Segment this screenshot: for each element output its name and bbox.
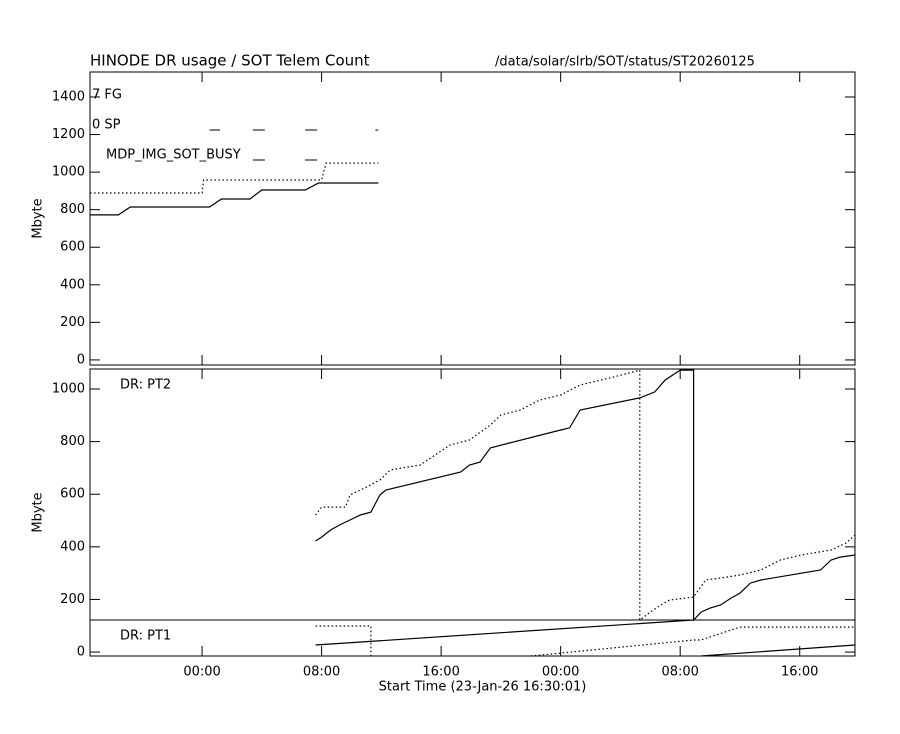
y-tick-label: 1000: [52, 165, 85, 180]
x-tick-label: 08:00: [661, 665, 698, 680]
data-line: [315, 369, 856, 622]
x-tick-label: 16:00: [781, 665, 818, 680]
plot-frame: [89, 368, 856, 657]
x-tick-label: 16:00: [422, 665, 459, 680]
data-line: [90, 182, 379, 216]
y-axis-label: Mbyte: [31, 492, 46, 532]
data-line: [90, 162, 379, 194]
x-axis-label: Start Time (23-Jan-26 16:30:01): [379, 680, 587, 695]
y-tick-label: 400: [60, 277, 85, 292]
y-tick-label: 1200: [52, 127, 85, 142]
lane-label: 0 SP: [92, 118, 121, 133]
y-tick-label: 0: [77, 645, 85, 660]
file-path: /data/solar/slrb/SOT/status/ST20260125: [495, 55, 755, 70]
x-tick-label: 00:00: [183, 665, 220, 680]
data-line: [315, 625, 855, 657]
x-tick-label: 08:00: [303, 665, 340, 680]
y-tick-label: 200: [60, 592, 85, 607]
chart-title: HINODE DR usage / SOT Telem Count: [90, 52, 370, 70]
y-tick-label: 600: [60, 487, 85, 502]
annotation: DR: PT2: [120, 378, 171, 393]
y-tick-label: 200: [60, 315, 85, 330]
y-tick-label: 800: [60, 202, 85, 217]
y-tick-label: 400: [60, 539, 85, 554]
y-tick-label: 800: [60, 434, 85, 449]
lane-label: 7 FG: [92, 88, 122, 103]
lane-label: MDP_IMG_SOT_BUSY: [106, 148, 241, 163]
y-tick-label: 1000: [52, 381, 85, 396]
data-line: [315, 369, 856, 622]
data-line: [315, 619, 856, 657]
y-tick-label: 600: [60, 240, 85, 255]
plot-frame: [89, 71, 856, 366]
y-tick-label: 1400: [52, 89, 85, 104]
y-tick-label: 0: [77, 352, 85, 367]
x-tick-label: 00:00: [542, 665, 579, 680]
annotation: DR: PT1: [120, 629, 171, 644]
y-axis-label: Mbyte: [31, 198, 46, 238]
